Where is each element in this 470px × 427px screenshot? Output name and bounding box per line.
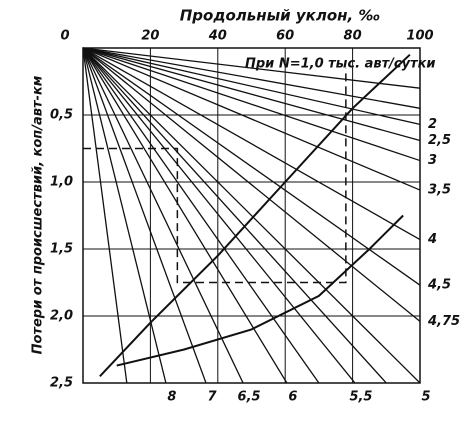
x-tick-label: 0 xyxy=(60,29,69,44)
x-tick-label: 80 xyxy=(344,29,362,44)
y-tick-label: 0,5 xyxy=(50,108,73,123)
ray-label: 3 xyxy=(428,153,437,168)
x-tick-label: 60 xyxy=(276,29,294,44)
annotation: При N=1,0 тыс. авт/сутки xyxy=(245,57,436,72)
ray xyxy=(82,47,421,142)
ray xyxy=(82,47,421,126)
ray xyxy=(82,47,167,384)
x-tick-label: 100 xyxy=(406,29,433,44)
ray xyxy=(82,47,244,384)
ray xyxy=(82,47,320,384)
ray-label: 2,5 xyxy=(428,133,451,148)
ray-label: 5,5 xyxy=(349,390,372,405)
ray xyxy=(82,47,421,322)
ray-label: 4,75 xyxy=(427,314,460,329)
y-tick-label: 1,0 xyxy=(50,175,73,190)
ray-label: 6 xyxy=(288,390,297,405)
ray-label: 2 xyxy=(428,117,437,132)
ray xyxy=(82,47,421,162)
y-tick-label: 1,5 xyxy=(50,242,73,257)
ray xyxy=(82,47,207,384)
ray-label: 4 xyxy=(427,232,437,247)
ray xyxy=(82,47,356,384)
ray-label: 4,5 xyxy=(427,278,451,293)
ray-label: 5 xyxy=(421,390,430,405)
ray xyxy=(82,47,288,384)
ray xyxy=(82,47,421,191)
y-tick-label: 2,0 xyxy=(50,309,73,324)
ray-label: 8 xyxy=(167,390,176,405)
ray xyxy=(82,47,421,384)
curve xyxy=(116,214,404,367)
ray xyxy=(82,47,387,384)
y-axis-label: Потери от происшествий, коп/авт-км xyxy=(31,75,46,354)
curve xyxy=(99,53,411,377)
ray xyxy=(82,47,421,286)
x-tick-label: 20 xyxy=(141,29,159,44)
y-tick-label: 2,5 xyxy=(50,376,73,391)
ray xyxy=(82,47,128,384)
chart-title: Продольный уклон, ‰ xyxy=(180,7,381,25)
ray xyxy=(82,47,421,241)
ray xyxy=(82,47,421,89)
ray-label: 6,5 xyxy=(238,390,261,405)
ray-label: 7 xyxy=(207,390,217,405)
x-tick-label: 40 xyxy=(208,29,227,44)
key-path xyxy=(83,68,347,284)
ray-label: 3,5 xyxy=(428,183,451,198)
